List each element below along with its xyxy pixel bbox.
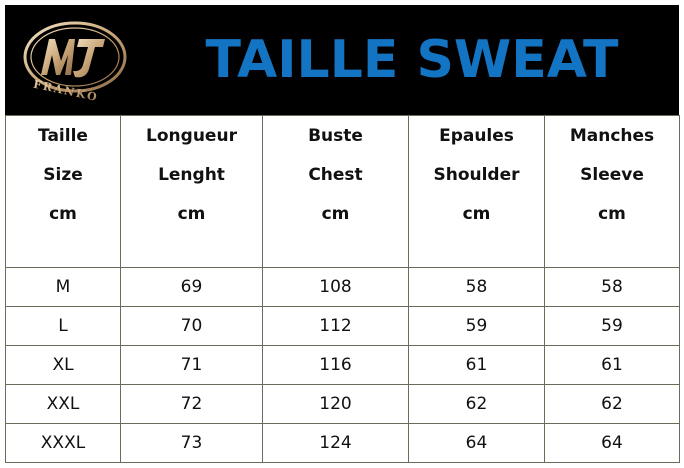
- column-header-en: Sleeve: [580, 165, 644, 185]
- column-header-fr: Longueur: [146, 126, 237, 146]
- column-header-chest: Buste Chest cm: [262, 115, 409, 268]
- table-cell: 62: [544, 384, 680, 424]
- column-header-sleeve: Manches Sleeve cm: [544, 115, 680, 268]
- table-cell: 61: [544, 345, 680, 385]
- table-cell: 58: [544, 267, 680, 307]
- table-cell: 72: [120, 384, 263, 424]
- column-header-en: Shoulder: [433, 165, 520, 185]
- table-cell: 64: [408, 423, 545, 463]
- table-cell: 112: [262, 306, 409, 346]
- table-cell: L: [5, 306, 121, 346]
- table-cell: 71: [120, 345, 263, 385]
- column-header-unit: cm: [462, 204, 491, 224]
- column-header-size: Taille Size cm: [5, 115, 121, 268]
- mj-franko-logo-icon: FRANKO: [23, 21, 127, 101]
- table-cell: 59: [408, 306, 545, 346]
- table-cell: 124: [262, 423, 409, 463]
- column-header-fr: Buste: [308, 126, 363, 146]
- column-header-en: Size: [43, 165, 83, 185]
- column-header-en: Lenght: [158, 165, 225, 185]
- brand-logo: FRANKO: [19, 17, 129, 101]
- column-header-shoulder: Epaules Shoulder cm: [408, 115, 545, 268]
- table-cell: 58: [408, 267, 545, 307]
- column-header-unit: cm: [598, 204, 626, 224]
- table-cell: 69: [120, 267, 263, 307]
- table-cell: XXL: [5, 384, 121, 424]
- header-banner: FRANKO TAILLE SWEAT: [5, 5, 679, 115]
- logo-text: FRANKO: [32, 78, 100, 101]
- column-header-fr: Taille: [38, 126, 88, 146]
- column-header-fr: Epaules: [439, 126, 514, 146]
- page-title: TAILLE SWEAT: [205, 30, 619, 90]
- table-cell: 108: [262, 267, 409, 307]
- table-row: XXL 72 120 62 62: [5, 384, 680, 424]
- table-header-row: Taille Size cm Longueur Lenght cm Buste …: [5, 115, 680, 268]
- table-cell: 59: [544, 306, 680, 346]
- table-cell: 61: [408, 345, 545, 385]
- table-cell: 120: [262, 384, 409, 424]
- table-cell: M: [5, 267, 121, 307]
- table-cell: 64: [544, 423, 680, 463]
- column-header-unit: cm: [321, 204, 350, 224]
- table-row: M 69 108 58 58: [5, 267, 680, 307]
- table-cell: 116: [262, 345, 409, 385]
- table-cell: 70: [120, 306, 263, 346]
- column-header-length: Longueur Lenght cm: [120, 115, 263, 268]
- table-cell: XL: [5, 345, 121, 385]
- table-cell: 73: [120, 423, 263, 463]
- table-cell: 62: [408, 384, 545, 424]
- table-cell: XXXL: [5, 423, 121, 463]
- column-header-unit: cm: [49, 204, 77, 224]
- table-row: L 70 112 59 59: [5, 306, 680, 346]
- column-header-fr: Manches: [569, 126, 655, 146]
- size-table: Taille Size cm Longueur Lenght cm Buste …: [5, 115, 680, 463]
- table-row: XL 71 116 61 61: [5, 345, 680, 385]
- column-header-unit: cm: [177, 204, 206, 224]
- column-header-en: Chest: [308, 165, 363, 185]
- table-row: XXXL 73 124 64 64: [5, 423, 680, 463]
